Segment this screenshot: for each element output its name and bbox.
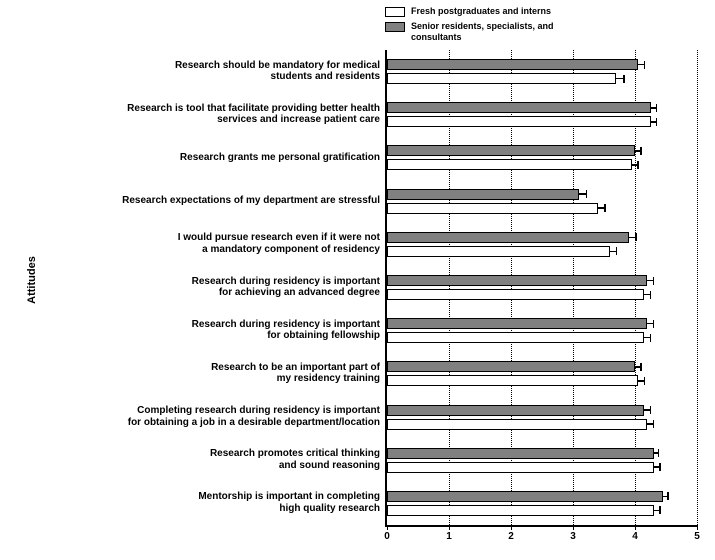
error-bar-cap <box>616 247 618 255</box>
gridline <box>697 50 698 525</box>
error-bar-cap <box>653 420 655 428</box>
error-bar-cap <box>659 506 661 514</box>
bar-fresh <box>387 289 644 300</box>
bar-senior <box>387 405 644 416</box>
bar-fresh <box>387 203 598 214</box>
bar-senior <box>387 102 651 113</box>
error-bar-cap <box>604 204 606 212</box>
x-tick <box>387 525 388 530</box>
x-tick <box>511 525 512 530</box>
category-label: I would pursue research even if it were … <box>40 232 380 255</box>
x-tick-label: 0 <box>384 531 390 542</box>
category-label: Research promotes critical thinkingand s… <box>40 448 380 471</box>
category-label: Research grants me personal gratificatio… <box>40 152 380 164</box>
bar-senior <box>387 275 647 286</box>
category-label: Research to be an important part ofmy re… <box>40 362 380 385</box>
error-bar-cap <box>644 61 646 69</box>
category-label: Completing research during residency is … <box>40 405 380 428</box>
bar-fresh <box>387 462 654 473</box>
x-tick-label: 2 <box>508 531 514 542</box>
legend-swatch-senior <box>385 22 405 32</box>
bar-senior <box>387 145 635 156</box>
error-bar-cap <box>659 463 661 471</box>
error-bar-cap <box>650 334 652 342</box>
bar-senior <box>387 361 635 372</box>
bar-fresh <box>387 246 610 257</box>
error-bar-cap <box>640 147 642 155</box>
error-bar-cap <box>623 75 625 83</box>
bar-senior <box>387 59 638 70</box>
error-bar-cap <box>644 377 646 385</box>
x-tick-label: 1 <box>446 531 452 542</box>
legend-swatch-fresh <box>385 7 405 17</box>
category-label: Research is tool that facilitate providi… <box>40 103 380 126</box>
bar-fresh <box>387 332 644 343</box>
legend-label-senior: Senior residents, specialists, and consu… <box>411 21 581 43</box>
x-tick <box>635 525 636 530</box>
error-bar-cap <box>658 449 660 457</box>
plot-area: 012345 <box>385 50 697 527</box>
x-tick-label: 3 <box>570 531 576 542</box>
error-bar-cap <box>656 118 658 126</box>
category-label: Research during residency is importantfo… <box>40 276 380 299</box>
x-tick <box>573 525 574 530</box>
category-label: Mentorship is important in completinghig… <box>40 491 380 514</box>
x-tick <box>449 525 450 530</box>
legend-item-fresh: Fresh postgraduates and interns <box>385 6 581 17</box>
bar-fresh <box>387 116 651 127</box>
bar-fresh <box>387 505 654 516</box>
error-bar-cap <box>667 492 669 500</box>
error-bar-cap <box>650 291 652 299</box>
category-label: Research expectations of my department a… <box>40 195 380 207</box>
error-bar-cap <box>586 190 588 198</box>
bar-senior <box>387 189 579 200</box>
error-bar-cap <box>653 320 655 328</box>
bar-fresh <box>387 419 647 430</box>
legend: Fresh postgraduates and interns Senior r… <box>385 6 581 47</box>
error-bar-cap <box>656 104 658 112</box>
x-tick-label: 5 <box>694 531 700 542</box>
error-bar-cap <box>650 406 652 414</box>
category-label: Research during residency is importantfo… <box>40 319 380 342</box>
bar-senior <box>387 491 663 502</box>
bar-senior <box>387 232 629 243</box>
x-tick <box>697 525 698 530</box>
x-tick-label: 4 <box>632 531 638 542</box>
chart-container: Fresh postgraduates and interns Senior r… <box>0 0 715 560</box>
y-axis-label: Attitudes <box>26 256 38 304</box>
error-bar-cap <box>653 277 655 285</box>
bar-fresh <box>387 375 638 386</box>
error-bar-cap <box>640 363 642 371</box>
bar-senior <box>387 318 647 329</box>
error-bar-cap <box>635 233 637 241</box>
legend-item-senior: Senior residents, specialists, and consu… <box>385 21 581 43</box>
error-bar-cap <box>637 161 639 169</box>
bar-fresh <box>387 73 616 84</box>
bar-senior <box>387 448 654 459</box>
category-label: Research should be mandatory for medical… <box>40 60 380 83</box>
legend-label-fresh: Fresh postgraduates and interns <box>411 6 551 17</box>
bar-fresh <box>387 159 632 170</box>
